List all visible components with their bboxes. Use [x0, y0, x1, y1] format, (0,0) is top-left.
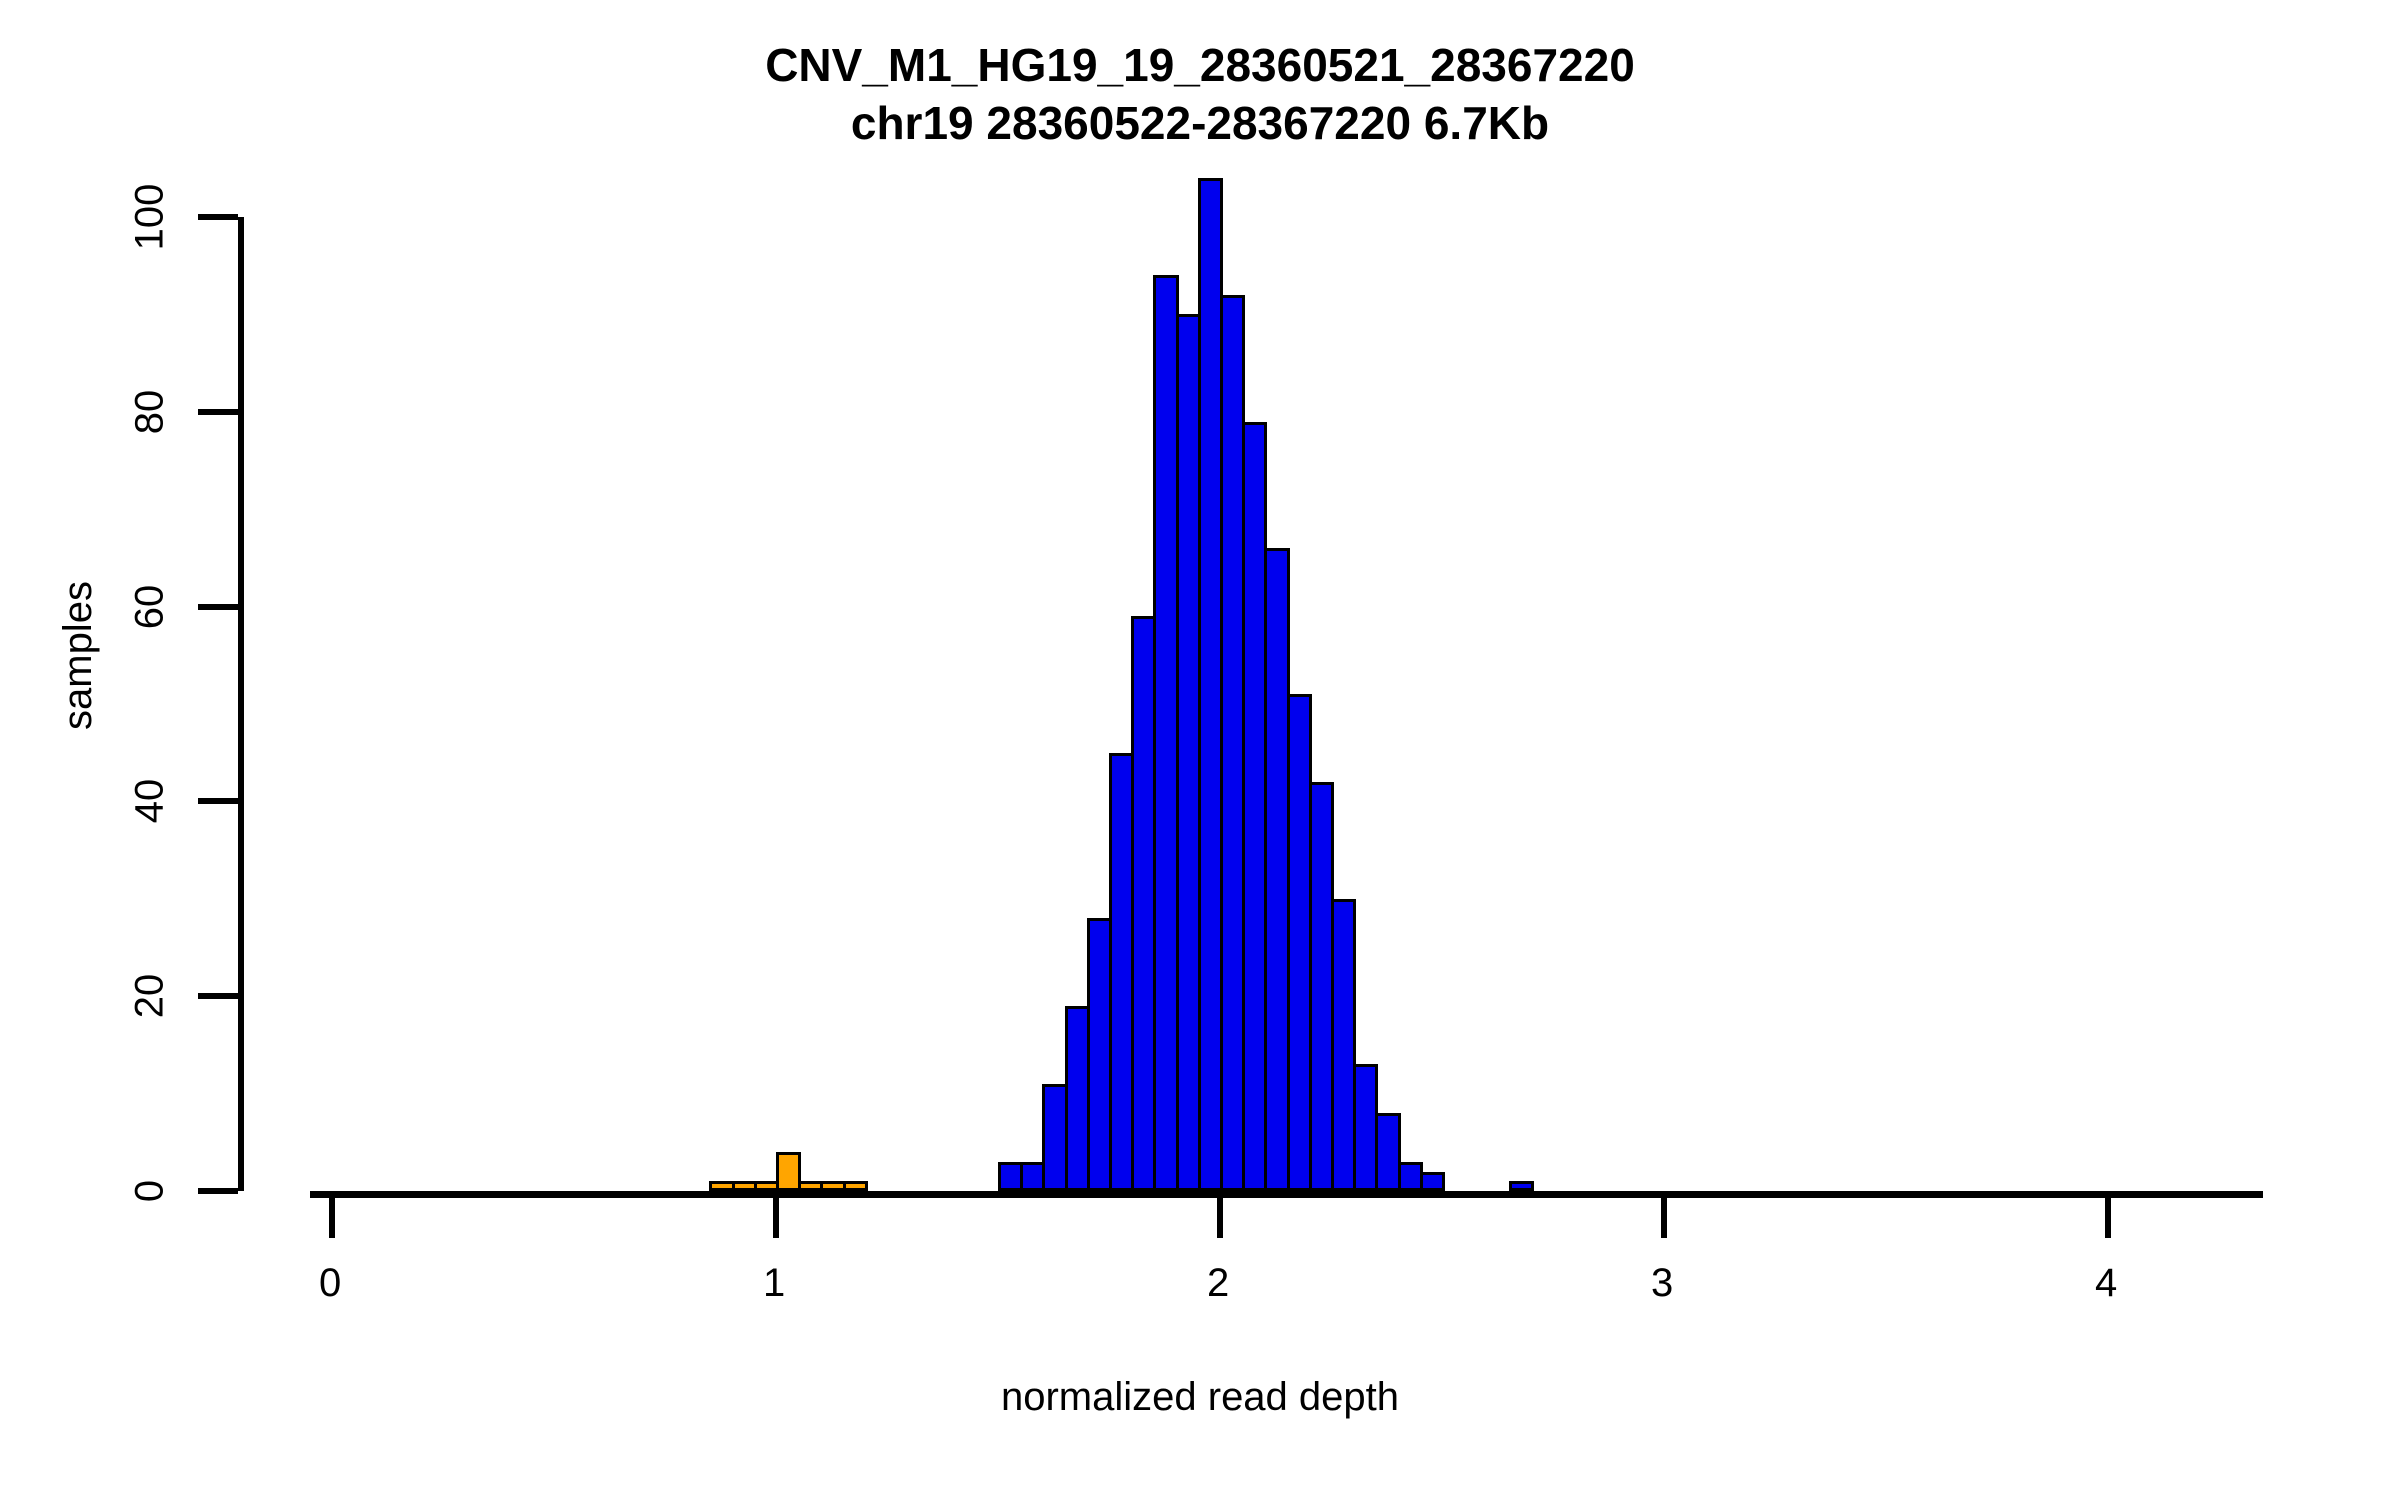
histogram-bar — [998, 1161, 1024, 1191]
y-tick-mark — [198, 408, 238, 415]
x-tick-mark — [1217, 1198, 1223, 1238]
histogram-bar — [1508, 1181, 1534, 1191]
histogram-bar — [842, 1181, 868, 1191]
histogram-bar — [1375, 1113, 1401, 1191]
y-tick-mark — [198, 214, 238, 220]
histogram-bar — [1331, 898, 1357, 1191]
x-tick-label: 4 — [2095, 1261, 2118, 1305]
y-tick-mark — [198, 993, 238, 1000]
x-tick-mark — [329, 1198, 335, 1238]
histogram-bar — [1264, 548, 1290, 1191]
y-axis-title: samples — [56, 581, 100, 730]
chart-title: CNV_M1_HG19_19_28360521_28367220 chr19 2… — [0, 36, 2400, 152]
histogram-bar — [1419, 1171, 1445, 1191]
x-axis-line — [309, 1191, 2264, 1198]
y-tick-label: 80 — [127, 389, 172, 435]
x-tick-mark — [1661, 1198, 1667, 1238]
y-axis-line — [238, 217, 244, 1191]
x-tick-label: 3 — [1651, 1261, 1674, 1305]
x-tick-label: 2 — [1207, 1261, 1230, 1305]
y-tick-label: 40 — [127, 779, 172, 824]
y-tick-label: 100 — [127, 183, 172, 251]
x-tick-label: 0 — [319, 1261, 342, 1305]
x-axis-title: normalized read depth — [1000, 1375, 1400, 1419]
chart-title-line2: chr19 28360522-28367220 6.7Kb — [850, 97, 1550, 149]
y-tick-mark — [198, 798, 238, 805]
y-tick-label: 20 — [127, 973, 172, 1019]
chart-title-line1: CNV_M1_HG19_19_28360521_28367220 — [765, 39, 1635, 91]
x-tick-mark — [773, 1198, 779, 1238]
y-tick-label: 0 — [127, 1179, 172, 1203]
y-tick-label: 60 — [127, 584, 172, 629]
histogram-bar — [776, 1152, 802, 1191]
x-tick-mark — [2105, 1198, 2111, 1238]
y-tick-mark — [198, 603, 238, 610]
y-tick-mark — [198, 1188, 238, 1194]
x-tick-label: 1 — [763, 1261, 786, 1305]
